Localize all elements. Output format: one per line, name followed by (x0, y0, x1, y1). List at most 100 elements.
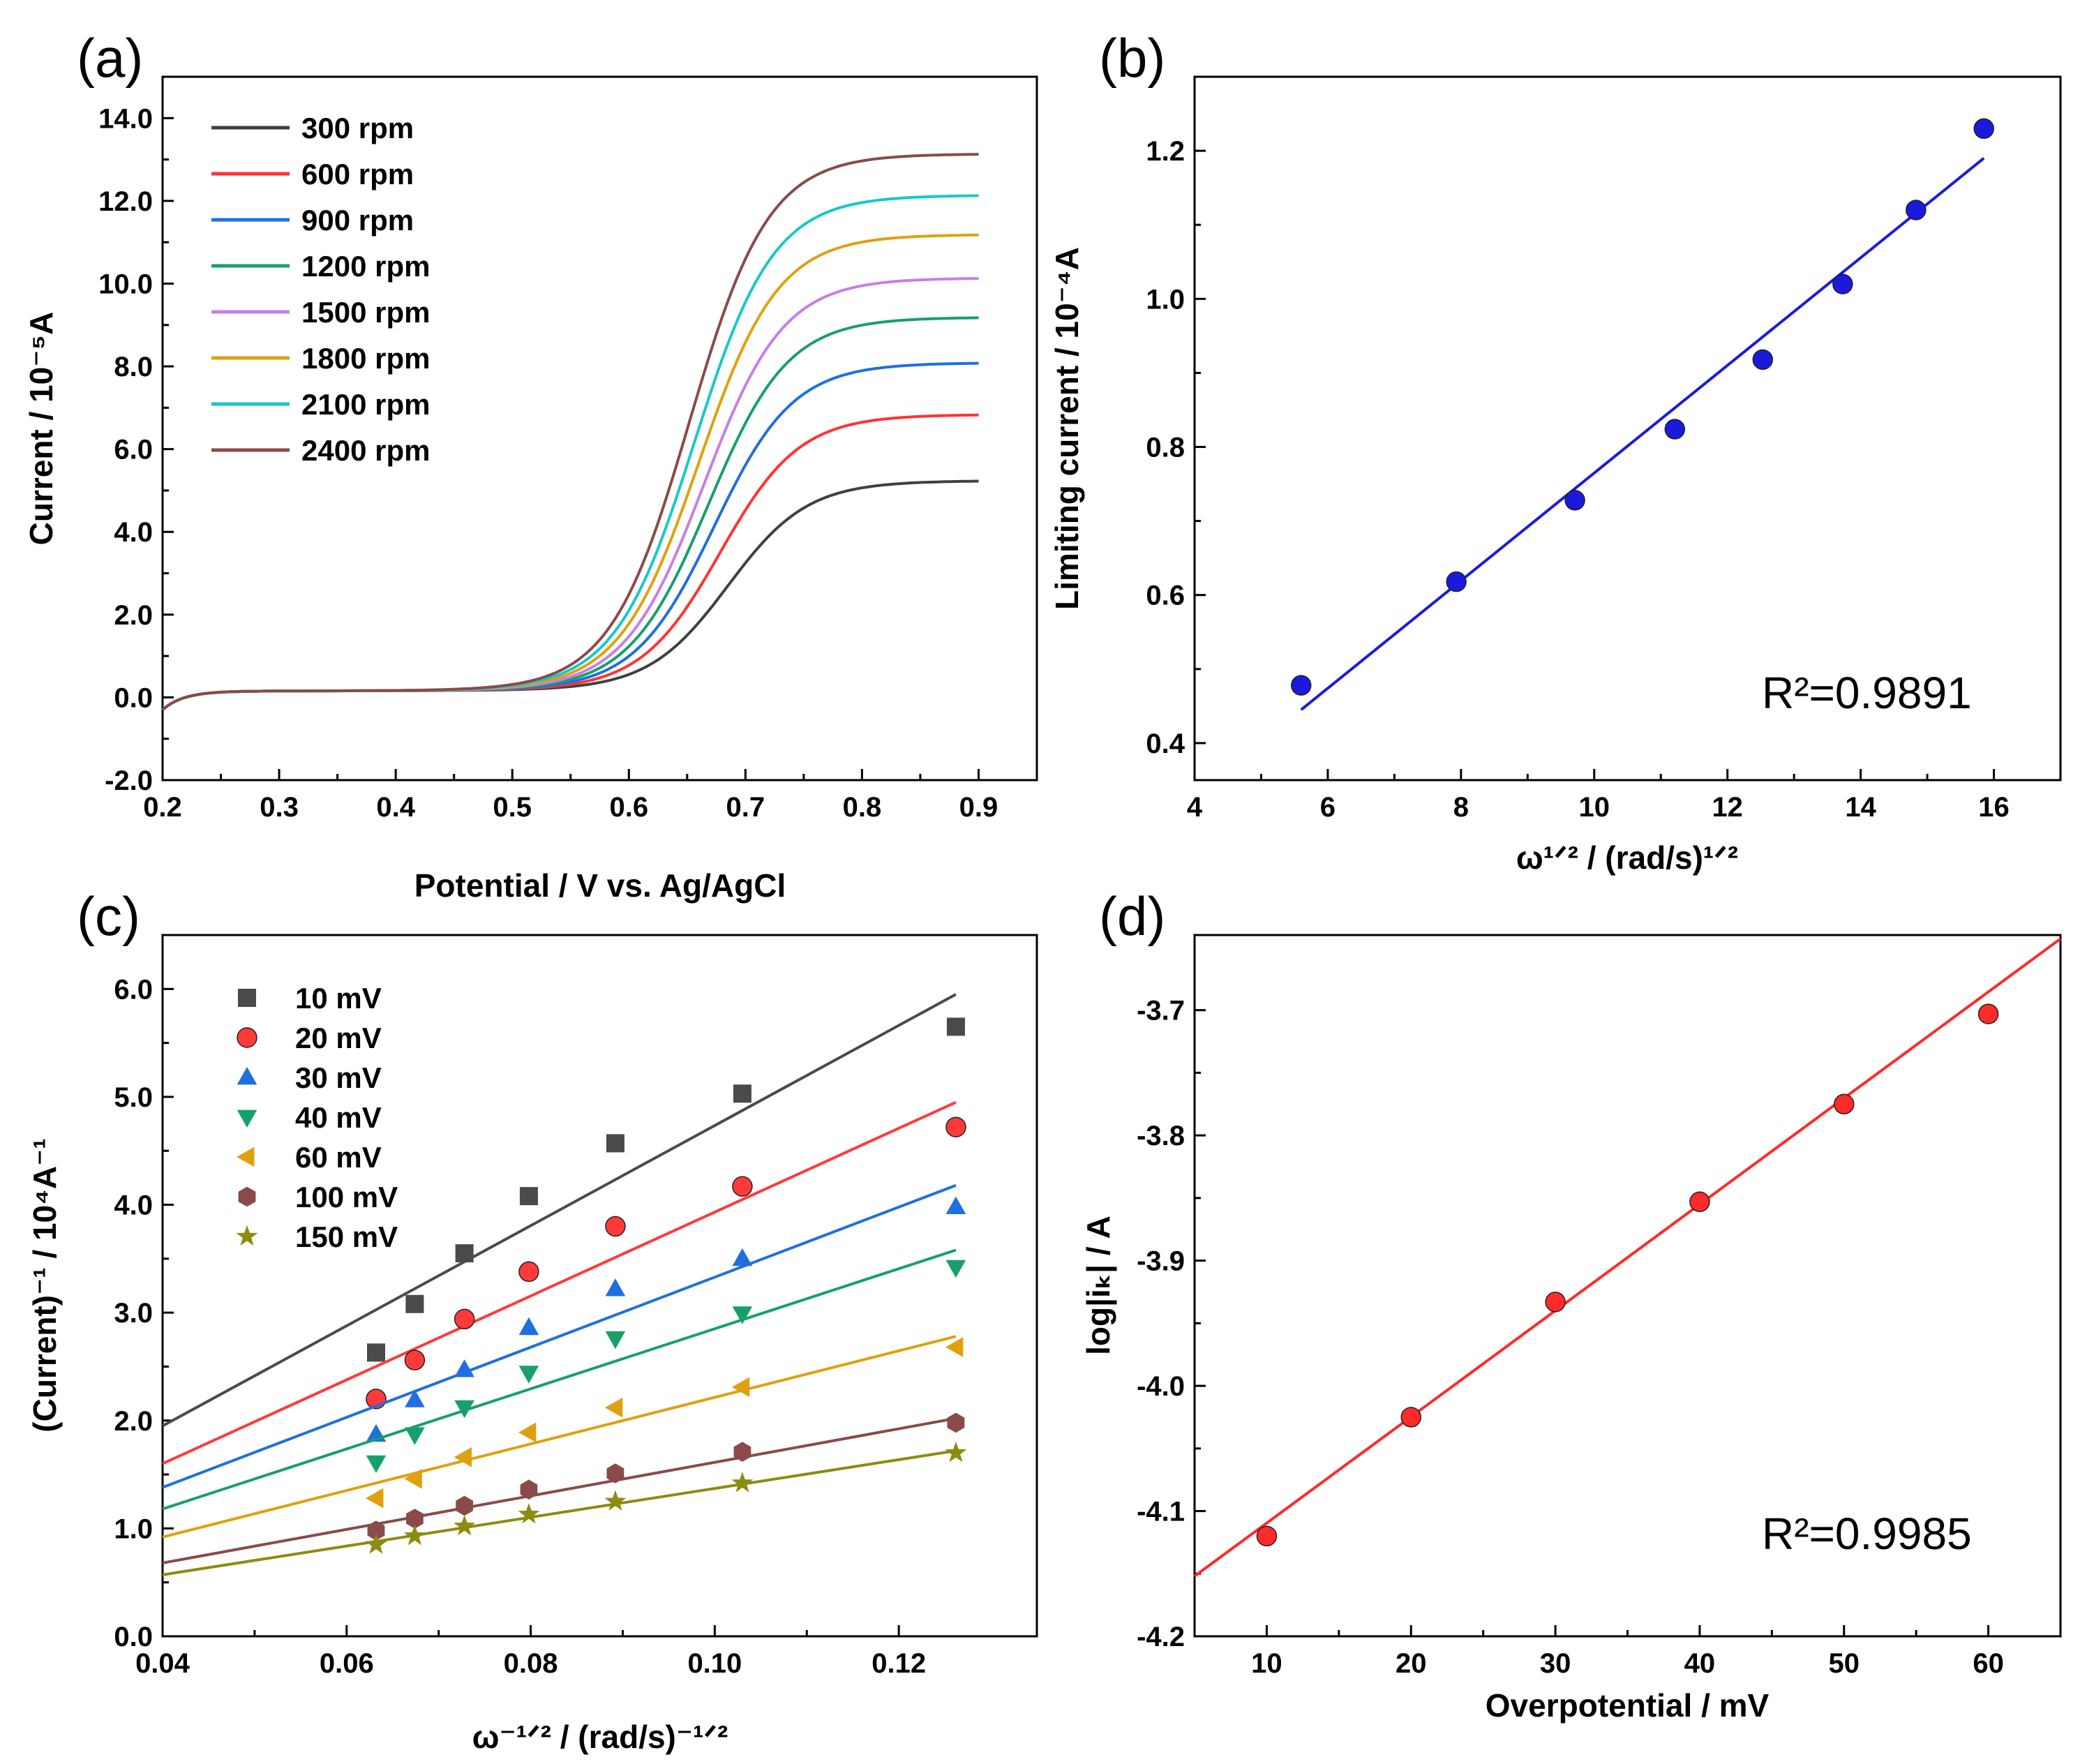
x-tick-label: 0.10 (687, 1648, 742, 1679)
data-point-100-mV (733, 1442, 751, 1462)
data-point-10-mV (519, 1187, 538, 1206)
lsv-curve-900-rpm (161, 361, 979, 711)
data-point-10-mV (733, 1084, 751, 1103)
data-point-150-mV (365, 1533, 387, 1554)
legend-label: 10 mV (295, 982, 382, 1015)
data-point-100-mV (520, 1479, 538, 1500)
data-point-30-mV (518, 1317, 539, 1336)
legend-label: 150 mV (295, 1220, 398, 1253)
y-axis-label: Limiting current / 10⁻⁴A (1049, 247, 1085, 610)
legend-label: 100 mV (295, 1181, 398, 1213)
fit-line-30-mV (162, 1183, 957, 1489)
y-tick-label: -2.0 (105, 765, 153, 796)
x-tick-label: 0.6 (609, 792, 648, 823)
x-tick-label: 0.7 (726, 792, 765, 823)
x-tick-label: 0.9 (959, 792, 998, 823)
legend-label: 2400 rpm (301, 434, 430, 467)
data-point-150-mV (518, 1503, 540, 1524)
data-point-30-mV (405, 1389, 425, 1407)
data-point-150-mV (731, 1472, 754, 1493)
data-point-40-mV (605, 1331, 626, 1350)
data-point-10-mV (366, 1343, 385, 1362)
data-point (1256, 1525, 1278, 1547)
y-axis-label: Current / 10⁻⁵A (23, 312, 59, 546)
data-point-40-mV (945, 1260, 966, 1278)
plot-frame (161, 75, 1038, 782)
data-point-100-mV (947, 1412, 965, 1433)
data-point-100-mV (456, 1495, 473, 1516)
x-tick-label: 12 (1712, 792, 1743, 823)
x-tick-label: 8 (1453, 792, 1469, 823)
data-point-40-mV (732, 1306, 753, 1324)
data-point-30-mV (945, 1196, 966, 1214)
legend-marker (237, 1146, 255, 1167)
x-tick-label: 0.8 (843, 792, 882, 823)
x-tick-label: 0.4 (376, 792, 415, 823)
panel-c-koutecky-levich-plot: 0.04 0.06 0.08 0.10 0.12 0.0 1.0 2.0 3.0 4.0 5.0 6.… (27, 885, 1038, 1755)
lsv-curve-1500-rpm (161, 277, 979, 711)
legend-marker (237, 1067, 257, 1085)
data-point-30-mV (454, 1359, 474, 1377)
legend-label: 30 mV (295, 1061, 382, 1094)
data-point-10-mV (946, 1017, 965, 1036)
x-axis-label: ω¹ᐟ² / (rad/s)¹ᐟ² (1516, 839, 1738, 876)
x-tick-label: 0.12 (872, 1648, 926, 1679)
panel-a-lsv-curves: 0.2 0.3 0.4 0.5 0.6 0.7 0.8 0.9 -2.0 0.0 2.0 4.0 6.0… (23, 27, 1038, 904)
data-point-20-mV (732, 1176, 753, 1197)
legend-marker (238, 989, 256, 1007)
legend-label: 1500 rpm (301, 296, 430, 329)
y-tick-label: 0.4 (1146, 728, 1185, 759)
y-tick-label: -4.2 (1137, 1622, 1185, 1652)
data-point-60-mV (404, 1469, 422, 1489)
lsv-curve-1800-rpm (161, 233, 979, 711)
y-tick-label: 0.0 (114, 682, 153, 713)
data-point-10-mV (455, 1244, 474, 1263)
legend-label: 2100 rpm (301, 388, 430, 421)
data-point-10-mV (405, 1294, 424, 1313)
x-axis-label: ω⁻¹ᐟ² / (rad/s)⁻¹ᐟ² (472, 1719, 728, 1755)
fit-line-40-mV (162, 1248, 957, 1511)
y-tick-label: -3.9 (1137, 1246, 1185, 1277)
r-squared-annotation: R²=0.9985 (1762, 1509, 1972, 1559)
x-axis-label: Potential / V vs. Ag/AgCl (414, 867, 786, 904)
data-point-20-mV (454, 1308, 475, 1330)
y-tick-label: 2.0 (114, 600, 153, 631)
x-tick-label: 30 (1540, 1648, 1571, 1679)
x-tick-label: 14 (1845, 792, 1876, 823)
x-axis-label: Overpotential / mV (1486, 1687, 1770, 1724)
fit-line (1193, 937, 2062, 1578)
y-tick-label: -4.0 (1137, 1371, 1185, 1402)
x-tick-label: 0.08 (504, 1648, 558, 1679)
legend-label: 900 rpm (301, 204, 414, 237)
x-tick-label: 16 (1978, 792, 2010, 823)
data-point-30-mV (605, 1278, 626, 1296)
x-tick-label: 60 (1973, 1648, 2004, 1679)
data-point-100-mV (367, 1520, 385, 1541)
x-tick-label: 20 (1396, 1648, 1427, 1679)
y-tick-label: 4.0 (114, 517, 153, 548)
fit-line-100-mV (162, 1417, 957, 1564)
data-point (1664, 419, 1686, 440)
plot-frame (161, 934, 1038, 1638)
data-point (1446, 571, 1467, 592)
legend-label: 300 rpm (301, 112, 414, 144)
data-point (1400, 1407, 1421, 1428)
x-tick-label: 6 (1320, 792, 1336, 823)
r-squared-annotation: R²=0.9891 (1762, 668, 1972, 718)
y-axis-label: log|iₖ| / A (1080, 1216, 1116, 1355)
x-tick-label: 0.2 (143, 792, 182, 823)
fit-line-20-mV (162, 1100, 957, 1465)
x-tick-label: 40 (1684, 1648, 1716, 1679)
data-point-20-mV (605, 1216, 626, 1237)
data-point-10-mV (606, 1134, 624, 1153)
y-tick-label: 14.0 (98, 103, 153, 134)
y-tick-label: 1.2 (1146, 136, 1185, 167)
data-point-30-mV (732, 1248, 753, 1266)
legend-marker (238, 1186, 256, 1207)
x-tick-label: 50 (1829, 1648, 1860, 1679)
data-point (1290, 675, 1312, 696)
panel-d-tafel-plot: 10 20 30 40 50 60 -4.2 -4.1 -4.0 -3.9 -3.8 -3.7 (d) O… (1080, 885, 2062, 1724)
panel-label: (b) (1099, 27, 1165, 89)
data-point-40-mV (518, 1366, 539, 1384)
